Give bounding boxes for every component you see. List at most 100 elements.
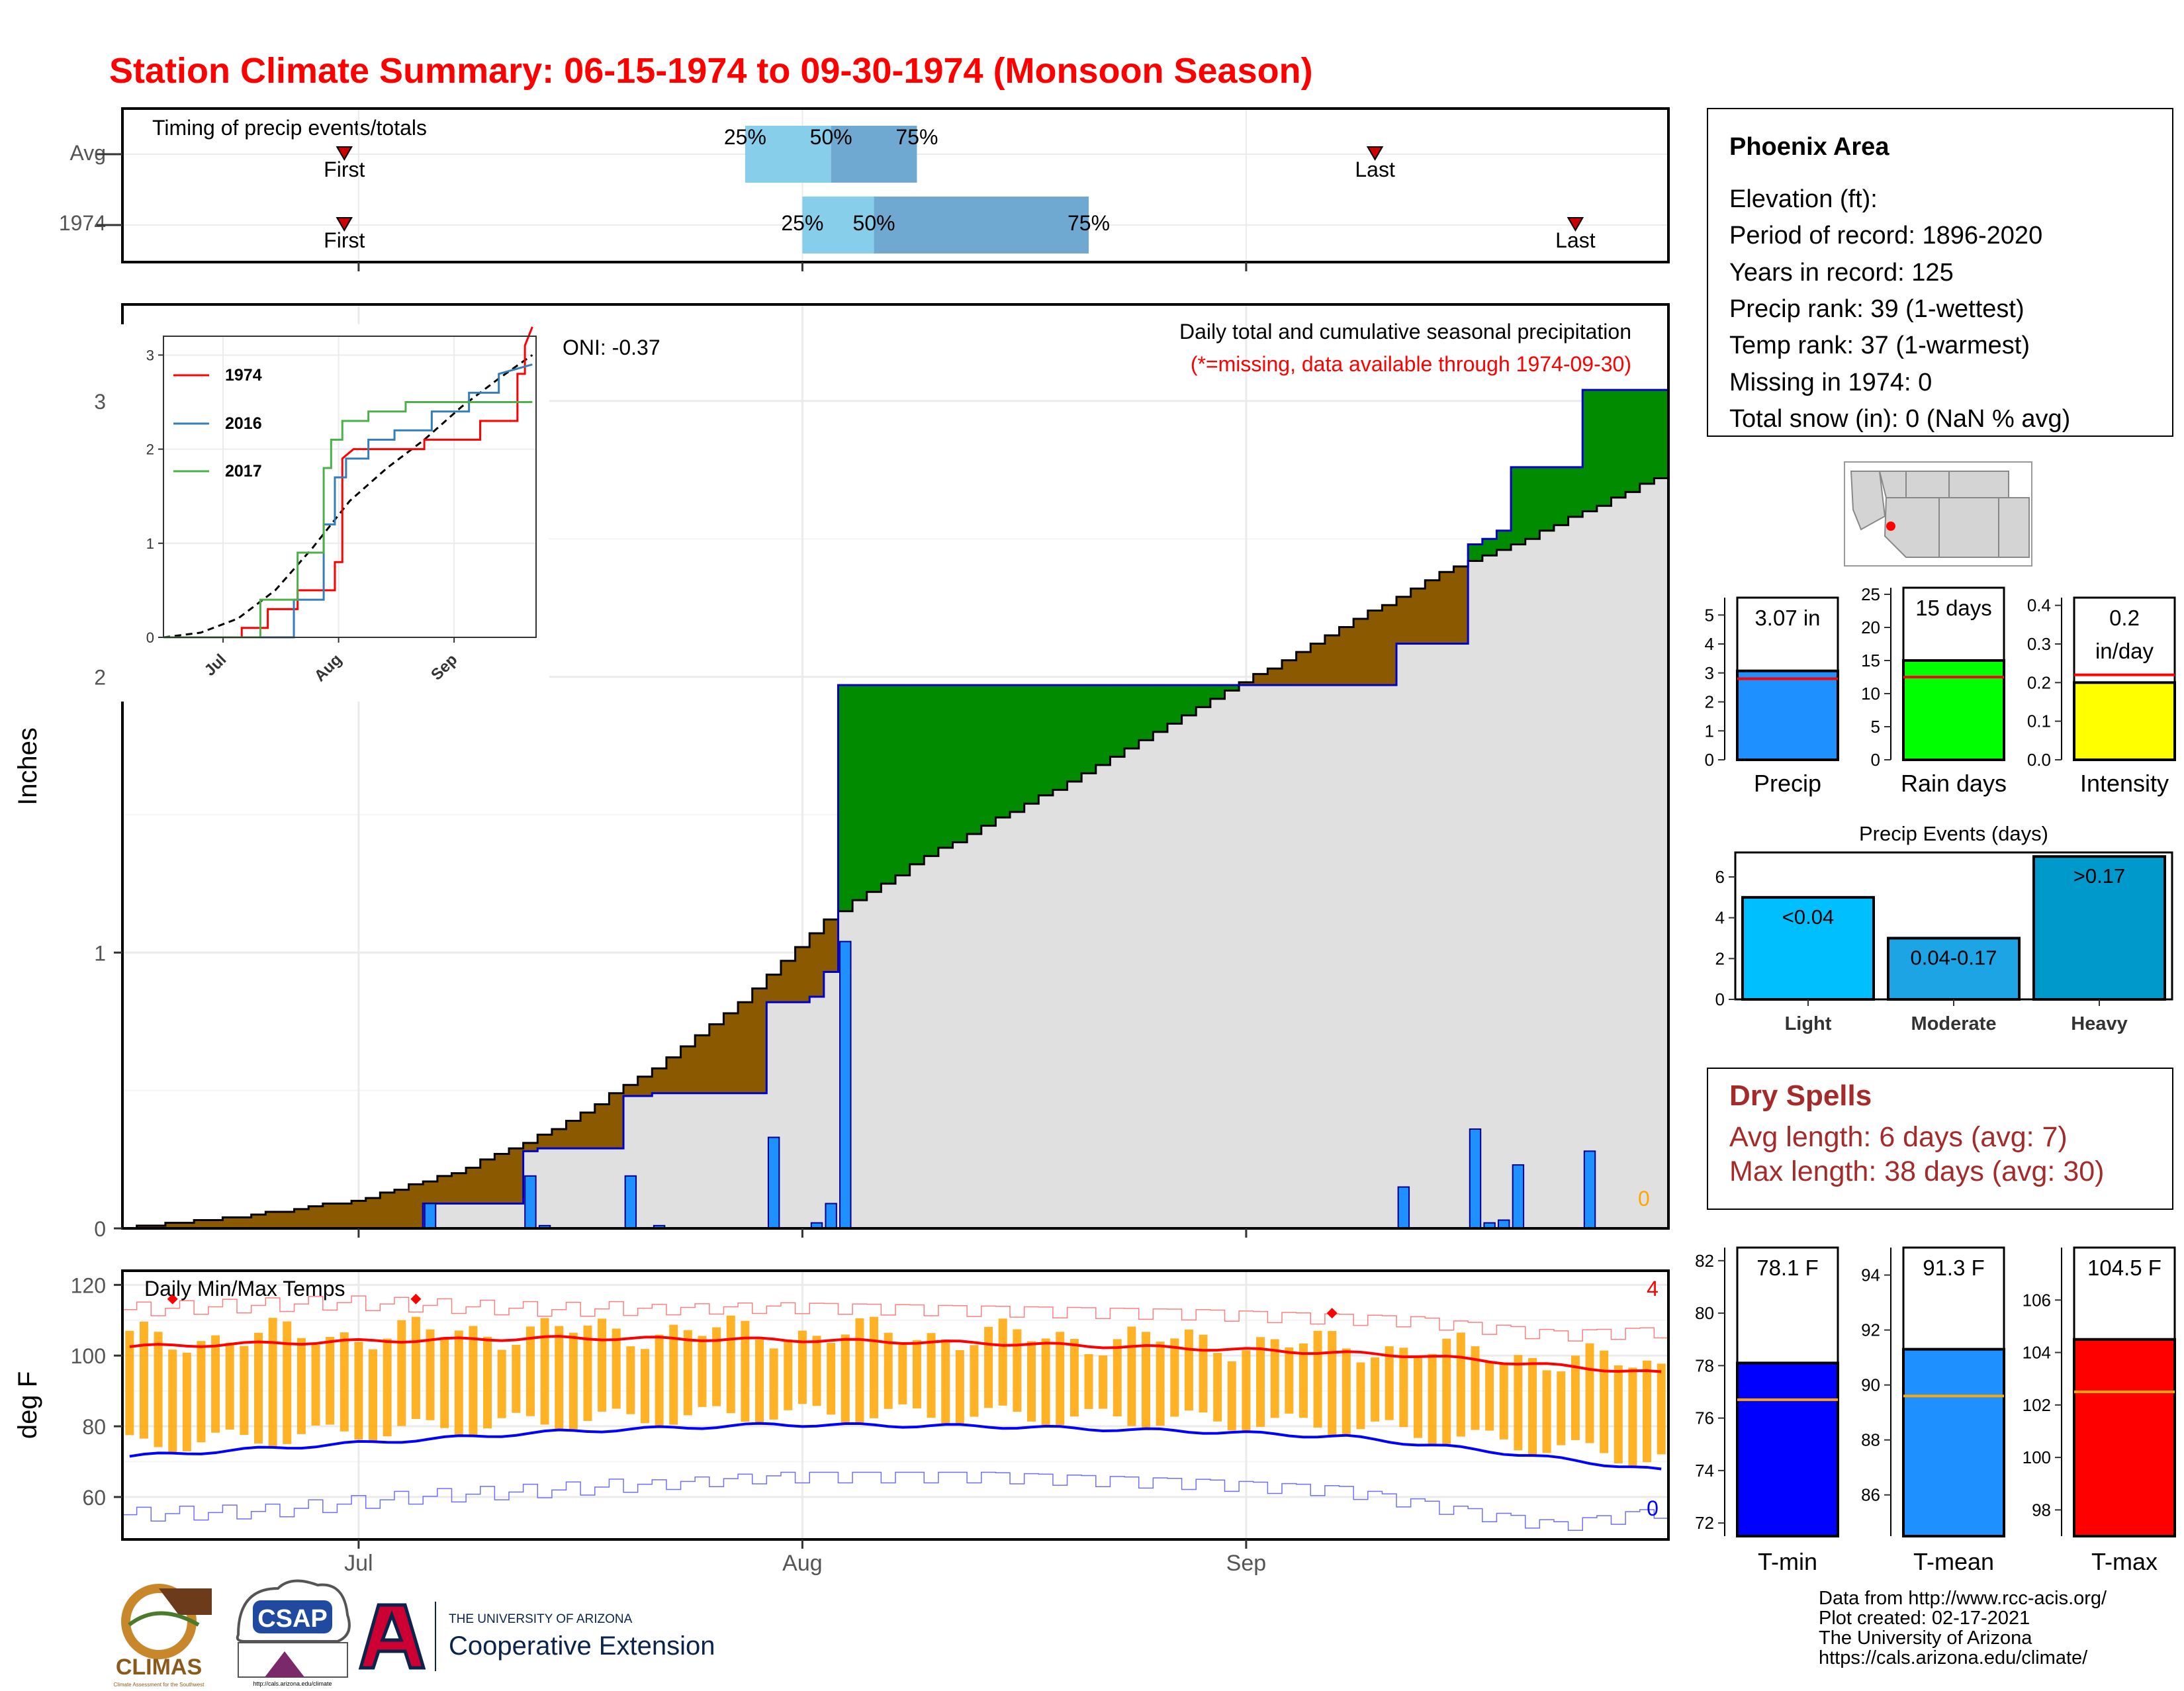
daily-temp-range-bar [612,1328,621,1409]
daily-precip-bar [424,1203,437,1229]
daily-temp-range-bar [927,1333,936,1418]
above-normal-segment [1095,685,1111,765]
below-normal-segment [809,933,825,997]
daily-temp-range-bar [1657,1363,1666,1455]
csap-logo[interactable]: CSAP http://cals.arizona.edu/climate [236,1579,351,1687]
daily-temp-range-bar [626,1346,635,1414]
mini-y-tick-label: 5 [1705,605,1714,625]
below-normal-segment [738,1002,753,1093]
precip-event-bar-label: >0.17 [2073,864,2125,888]
mini-chart-t-mean: 86 88 90 92 94 91.3 F T-mean [1861,1246,2005,1575]
daily-temp-range-bar [1099,1355,1108,1409]
daily-temp-range-bar [454,1330,463,1436]
below-normal-segment [308,1206,324,1228]
above-normal-segment [1596,390,1612,506]
station-location-marker [1886,522,1895,531]
mini-value-bar [1736,1361,1839,1537]
station-elevation: Elevation (ft): [1729,185,1878,213]
timing-row-1974-label: 1974 [59,211,106,235]
quantile-25-label: 25% [781,211,823,235]
daily-temp-range-bar [411,1316,420,1419]
csap-wordmark: CSAP [257,1605,328,1633]
daily-temp-range-bar [1142,1332,1151,1430]
quantile-75-label: 75% [895,125,938,149]
below-normal-segment [351,1201,367,1228]
mini-value-label: 0.2 [2109,606,2140,630]
below-normal-segment [637,1076,653,1096]
below-normal-segment [222,1217,238,1228]
above-normal-segment [1496,530,1512,550]
inset-y-tick-label: 2 [146,441,154,458]
inset-y-tick-label: 0 [146,629,154,646]
dry-spells-box: Dry Spells Avg length: 6 days (avg: 7) M… [1707,1068,2173,1210]
mini-value-label: 104.5 F [2087,1256,2161,1280]
daily-temp-range-bar [1570,1355,1580,1440]
below-normal-segment [537,1134,553,1149]
station-years: Years in record: 125 [1729,259,1954,287]
daily-temp-range-bar [1499,1363,1508,1440]
daily-temp-range-bar [1285,1347,1294,1414]
daily-temp-range-bar [784,1339,793,1410]
mini-y-tick-label: 15 [1861,651,1880,670]
precip-event-bar [2032,855,2166,1001]
above-normal-segment [1067,685,1082,782]
csap-mountain-icon [265,1651,304,1677]
page-title: Station Climate Summary: 06-15-1974 to 0… [109,51,1313,91]
mini-value-bar [2073,1338,2176,1538]
daily-temp-range-bar [1356,1362,1365,1430]
below-normal-segment [337,1203,352,1228]
daily-temp-range-bar [1399,1348,1408,1428]
daily-temp-range-bar [683,1330,692,1416]
daily-temp-range-bar [1184,1329,1193,1411]
below-normal-segment [322,1203,338,1228]
mini-chart-rain-days: 0 5 10 15 20 25 15 days Rain days [1861,584,2007,797]
mini-category-label: T-max [2091,1548,2158,1575]
below-normal-segment [752,988,767,1093]
map-state-ca [1850,471,1886,531]
daily-temp-range-bar [912,1340,921,1408]
daily-temp-range-bar [1213,1353,1222,1422]
below-normal-segment [151,1225,166,1228]
precip-areas [122,388,1669,1230]
daily-temp-range-bar [998,1318,1007,1406]
daily-temp-range-bar [884,1332,893,1409]
below-normal-segment [1410,588,1426,644]
x-tick-jul: Jul [344,1551,373,1576]
below-normal-segment [466,1167,481,1204]
climas-logo[interactable]: CLIMAS Climate Assessment for the Southw… [114,1584,212,1688]
mini-y-tick-label: 78 [1695,1355,1714,1375]
daily-temp-range-bar [125,1330,134,1436]
events-y-tick-label: 6 [1715,867,1725,887]
timing-panel: Timing of precip events/totals Avg 1974 … [59,107,1670,271]
mini-y-tick-label: 92 [1861,1320,1880,1340]
below-normal-segment [680,1046,696,1093]
below-normal-segment [1382,605,1397,686]
below-normal-segment [766,974,782,1003]
ua-cooperative-extension-logo[interactable]: THE UNIVERSITY OF ARIZONA Cooperative Ex… [358,1602,715,1671]
mini-value-bar [2073,681,2176,762]
mini-category-label: T-mean [1913,1548,1994,1575]
last-event-marker-icon [1567,217,1584,232]
precip-events-title: Precip Events (days) [1859,822,2048,845]
record-low-count: 0 [1647,1496,1659,1520]
daily-temp-range-bar [1256,1337,1265,1427]
mini-y-tick-label: 88 [1861,1430,1880,1450]
precip-chart-title: Daily total and cumulative seasonal prec… [1179,320,1631,343]
mini-y-tick-label: 86 [1861,1485,1880,1505]
timing-marks: First Last 25% 50% 75% First Last 25% 50% 75% [97,110,1667,271]
above-normal-segment [1625,390,1641,492]
mini-value-bar [1902,1348,2005,1537]
daily-temp-range-bar [1127,1326,1136,1426]
mini-y-tick-label: 0.4 [2027,596,2051,616]
daily-temp-range-bar [655,1334,664,1428]
below-normal-segment [509,1148,524,1204]
daily-temp-range-bar [1113,1339,1122,1417]
inset-series-line-2017 [163,401,533,639]
normal-cumulative-line [122,477,1668,1230]
temp-y-tick-label: 100 [71,1344,106,1368]
mini-value-label: in/day [2095,639,2154,663]
mini-y-tick-label: 98 [2032,1500,2051,1520]
events-y-tick-label: 4 [1715,908,1725,928]
